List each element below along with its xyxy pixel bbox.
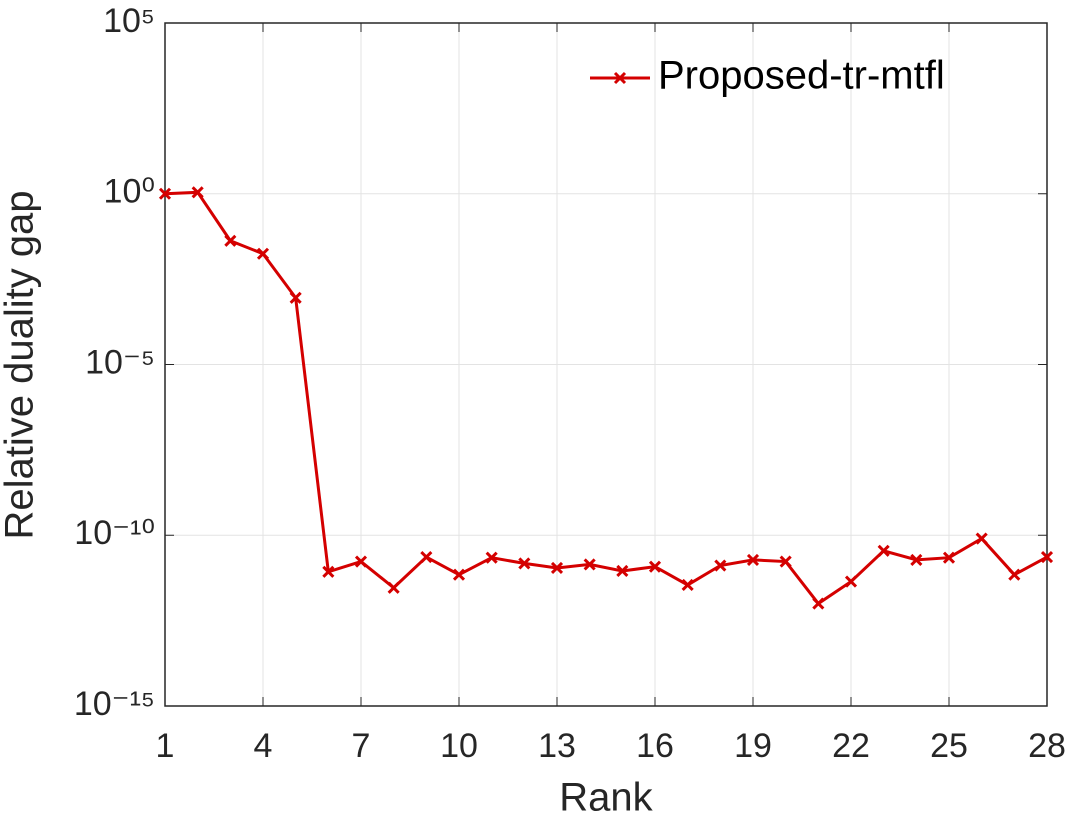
marker [550, 561, 564, 575]
marker [844, 575, 858, 588]
marker [975, 532, 988, 545]
marker [942, 551, 956, 564]
x-tick-label: 16 [636, 727, 674, 765]
marker [779, 555, 792, 568]
axes-box [164, 22, 1048, 707]
x-tick-label: 25 [930, 727, 968, 765]
marker [322, 565, 335, 578]
data-line [164, 190, 1048, 606]
y-axis-label: Relative duality gap [0, 190, 42, 539]
marker [1040, 550, 1054, 564]
x-tick-label: 10 [440, 727, 478, 765]
marker [616, 564, 629, 578]
marker [256, 247, 270, 260]
x-tick-label: 19 [734, 727, 772, 765]
marker [224, 234, 237, 247]
x-tick-label: 28 [1028, 727, 1066, 765]
marker [354, 555, 368, 568]
marker [583, 558, 596, 571]
marker [387, 581, 400, 594]
y-tick-label: 10⁻⁵ [85, 343, 155, 381]
x-axis-label: Rank [559, 776, 653, 820]
marker [746, 553, 760, 566]
marker [812, 597, 825, 610]
marker [420, 550, 433, 564]
y-tick-label: 10⁰ [104, 173, 155, 211]
x-tick-label: 4 [254, 727, 273, 765]
marker [158, 187, 172, 200]
marker [648, 560, 662, 573]
marker [681, 578, 694, 592]
x-tick-label: 22 [832, 727, 870, 765]
marker [289, 291, 302, 304]
marker [910, 553, 923, 566]
y-tick-label: 10⁻¹⁰ [74, 514, 155, 552]
marker [714, 559, 727, 572]
marker [518, 557, 531, 570]
x-tick-label: 7 [352, 727, 371, 765]
marker [1008, 568, 1021, 581]
x-tick-label: 1 [156, 727, 175, 765]
marker [452, 568, 466, 581]
marker [877, 544, 890, 557]
y-tick-label: 10⁵ [103, 2, 155, 40]
legend-marker [613, 71, 627, 85]
marker [485, 551, 498, 564]
x-tick-label: 13 [538, 727, 576, 765]
legend-label: Proposed-tr-mtfl [658, 54, 945, 98]
y-tick-label: 10⁻¹⁵ [74, 685, 155, 723]
marker [191, 186, 204, 199]
